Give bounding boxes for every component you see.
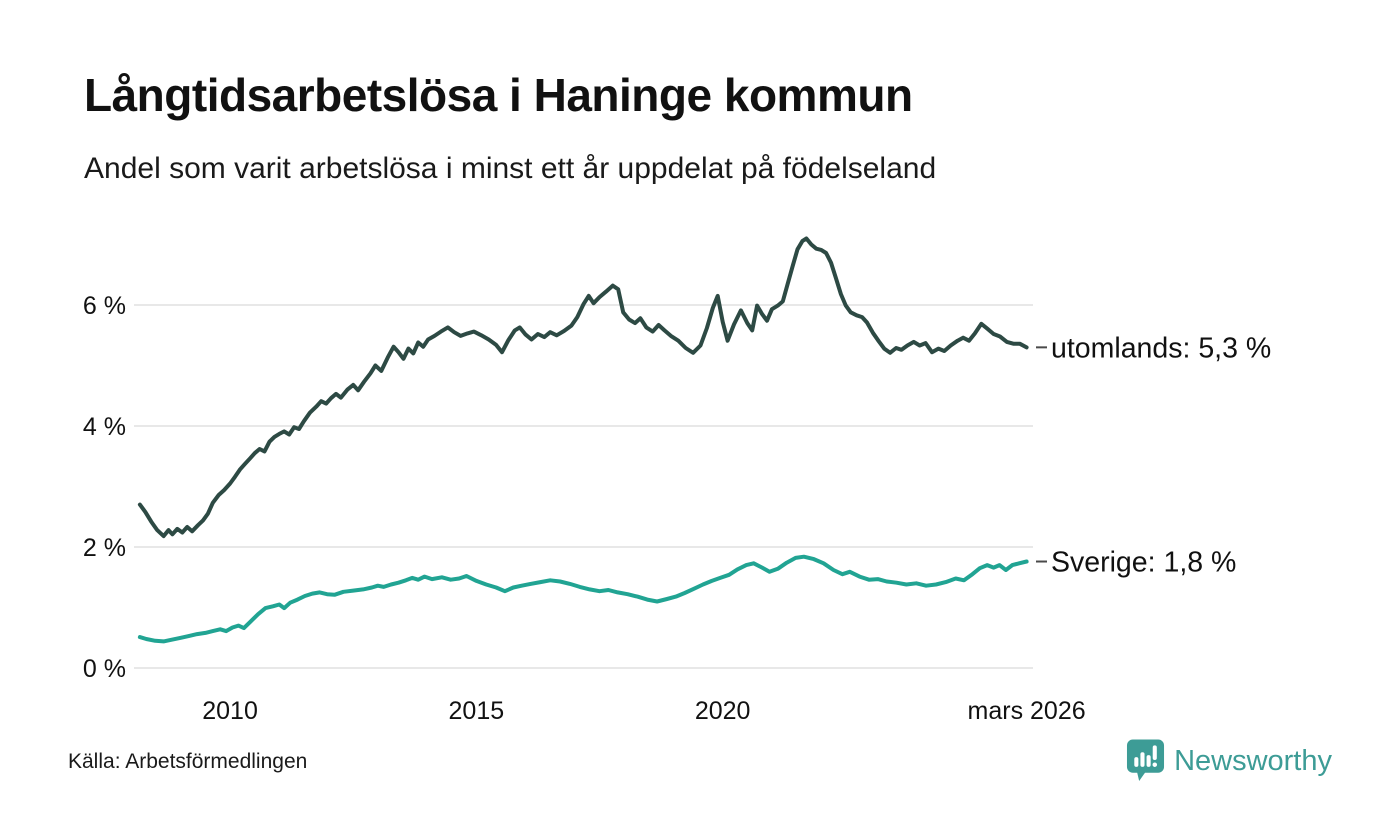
series-line-Sverige xyxy=(137,554,1029,644)
chart-title: Långtidsarbetslösa i Haninge kommun xyxy=(84,69,913,121)
newsworthy-logo: Newsworthy xyxy=(1126,738,1332,784)
x-axis-tick-label: mars 2026 xyxy=(968,697,1086,725)
x-axis-tick-label: 2015 xyxy=(449,697,505,725)
x-axis-tick-label: 2020 xyxy=(695,697,751,725)
newsworthy-wordmark: Newsworthy xyxy=(1174,744,1332,777)
series-line-utomlands xyxy=(137,236,1029,539)
x-axis-tick-label: 2010 xyxy=(202,697,258,725)
chart-subtitle: Andel som varit arbetslösa i minst ett å… xyxy=(84,152,937,185)
series-end-label-utomlands: utomlands: 5,3 % xyxy=(1051,332,1271,364)
source-label: Källa: Arbetsförmedlingen xyxy=(68,750,308,773)
y-axis-tick-label: 0 % xyxy=(83,655,126,683)
y-axis-tick-label: 6 % xyxy=(83,292,126,320)
newsworthy-chart-bubble-icon xyxy=(1127,739,1165,781)
y-axis-tick-label: 2 % xyxy=(83,534,126,562)
series-end-label-Sverige: Sverige: 1,8 % xyxy=(1051,547,1236,579)
y-axis-tick-label: 4 % xyxy=(83,413,126,441)
